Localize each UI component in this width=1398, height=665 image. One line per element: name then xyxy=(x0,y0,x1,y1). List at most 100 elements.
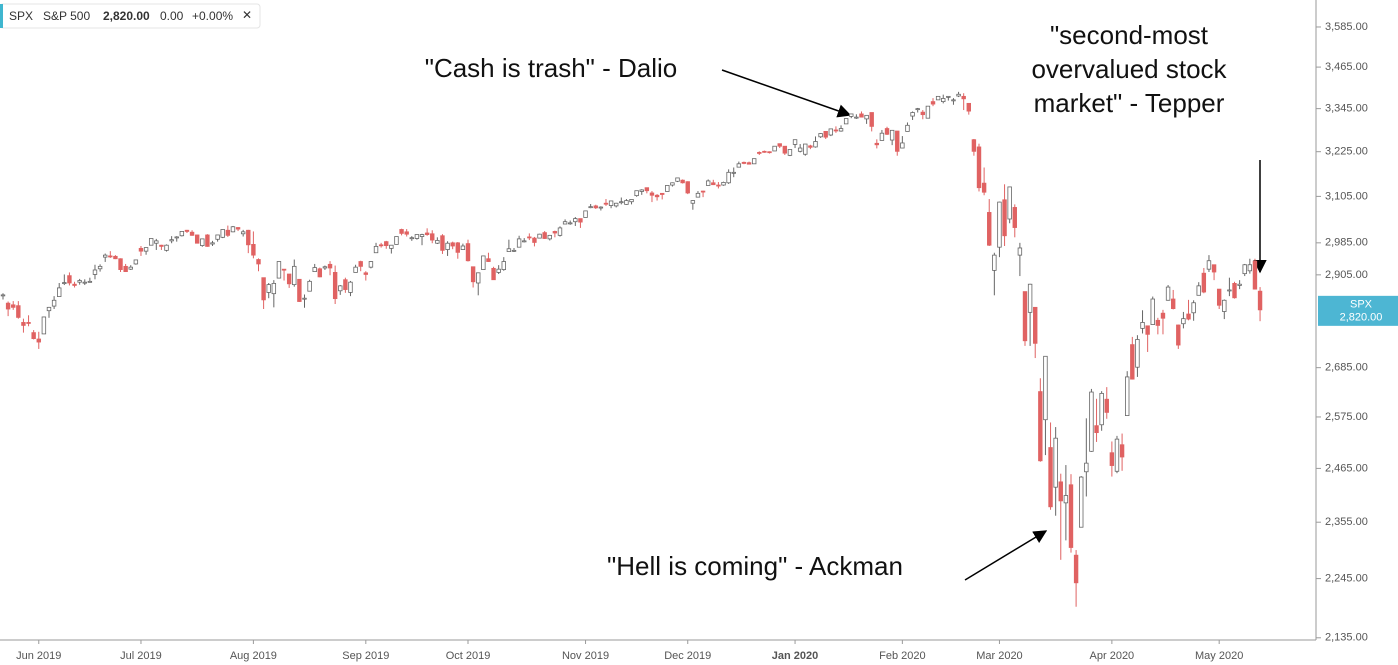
candle-body xyxy=(103,254,108,258)
candle-body xyxy=(608,200,614,206)
candle-body xyxy=(987,212,992,246)
candle-body xyxy=(864,114,869,120)
candle-body xyxy=(598,206,604,209)
candle-body xyxy=(1216,288,1222,306)
y-tick-label: 3,465.00 xyxy=(1325,61,1368,73)
candle-body xyxy=(200,238,205,246)
candle-body xyxy=(271,282,277,295)
candle-body xyxy=(782,145,788,154)
candle-body xyxy=(67,275,72,284)
candle-body xyxy=(164,244,169,251)
candle-body xyxy=(465,243,471,262)
candle-body xyxy=(138,247,144,252)
candle-body xyxy=(568,222,573,225)
candle-body xyxy=(1002,199,1007,237)
candle-body xyxy=(573,218,578,223)
candle-body xyxy=(343,279,348,290)
candle-body xyxy=(154,240,159,244)
candle-body xyxy=(721,182,726,186)
candle-body xyxy=(680,179,685,184)
candle-body xyxy=(874,142,880,146)
candle-body xyxy=(1176,324,1181,346)
candle-body xyxy=(818,133,823,138)
candle-body xyxy=(169,239,174,242)
candle-body xyxy=(11,304,16,308)
candle-body xyxy=(634,190,639,197)
candle-body xyxy=(1257,290,1263,311)
x-tick-label: Mar 2020 xyxy=(976,650,1022,662)
candle-body xyxy=(404,231,409,235)
candle-body xyxy=(450,242,455,247)
candle-body xyxy=(751,158,757,165)
candle-body xyxy=(1181,318,1186,325)
candle-body xyxy=(148,238,154,246)
candle-body xyxy=(1099,392,1104,426)
last-price-label: 2,820.00 xyxy=(1340,312,1383,324)
candle-body xyxy=(414,234,420,239)
candle-body xyxy=(1114,438,1120,472)
candle-body xyxy=(741,161,747,164)
candle-body xyxy=(562,221,568,225)
candle-body xyxy=(246,229,251,246)
candle-body xyxy=(220,229,225,238)
candle-body xyxy=(1017,247,1023,256)
candle-body xyxy=(726,171,731,184)
candle-body xyxy=(281,268,287,271)
candle-body xyxy=(419,234,425,237)
candle-body xyxy=(1073,554,1079,584)
candle-body xyxy=(884,128,890,135)
candle-body xyxy=(251,244,256,256)
candle-body xyxy=(1232,282,1237,299)
candle-body xyxy=(1022,291,1028,342)
candle-body xyxy=(1084,462,1089,473)
candle-body xyxy=(1130,344,1135,380)
candle-body xyxy=(113,255,118,260)
candle-body xyxy=(695,192,701,198)
candle-body xyxy=(762,150,767,153)
candle-body xyxy=(378,244,384,247)
price: 2,820.00 xyxy=(103,9,150,23)
annotation-text: market" - Tepper xyxy=(1034,88,1225,118)
instrument-name: S&P 500 xyxy=(43,9,90,23)
candle-body xyxy=(51,299,57,307)
close-button[interactable]: ✕ xyxy=(242,8,252,22)
candle-body xyxy=(440,235,445,251)
candle-body xyxy=(930,101,936,105)
annotation-text: "second-most xyxy=(1050,20,1209,50)
candle-body xyxy=(16,305,21,318)
candle-body xyxy=(869,112,874,127)
candle-body xyxy=(624,200,629,205)
candle-body xyxy=(363,272,369,275)
x-tick-label: Aug 2019 xyxy=(230,650,277,662)
candle-body xyxy=(36,338,41,343)
candle-body xyxy=(833,129,839,132)
candle-body xyxy=(792,139,798,145)
candle-body xyxy=(82,281,87,284)
candle-body xyxy=(838,128,844,132)
candle-body xyxy=(1007,186,1012,220)
candle-body xyxy=(1165,286,1171,301)
candle-body xyxy=(1058,481,1063,502)
candle-body xyxy=(353,266,358,273)
candle-body xyxy=(128,266,133,270)
candle-body xyxy=(685,181,690,194)
candle-body xyxy=(348,281,353,293)
candle-body xyxy=(77,280,82,283)
candle-body xyxy=(506,248,512,252)
y-tick-label: 2,355.00 xyxy=(1325,516,1368,528)
candle-body xyxy=(41,316,47,335)
candle-body xyxy=(430,233,435,241)
x-tick-label: Apr 2020 xyxy=(1090,650,1135,662)
candle-body xyxy=(368,261,374,268)
candle-body xyxy=(516,238,522,248)
candle-body xyxy=(1196,285,1201,296)
x-tick-label: Feb 2020 xyxy=(879,650,925,662)
candle-body xyxy=(1063,495,1069,504)
candle-body xyxy=(997,201,1002,248)
candle-body xyxy=(777,143,782,147)
candle-body xyxy=(659,192,665,195)
candle-body xyxy=(312,267,317,273)
candle-body xyxy=(72,283,77,286)
candle-body xyxy=(1068,484,1074,548)
candle-body xyxy=(736,163,742,168)
